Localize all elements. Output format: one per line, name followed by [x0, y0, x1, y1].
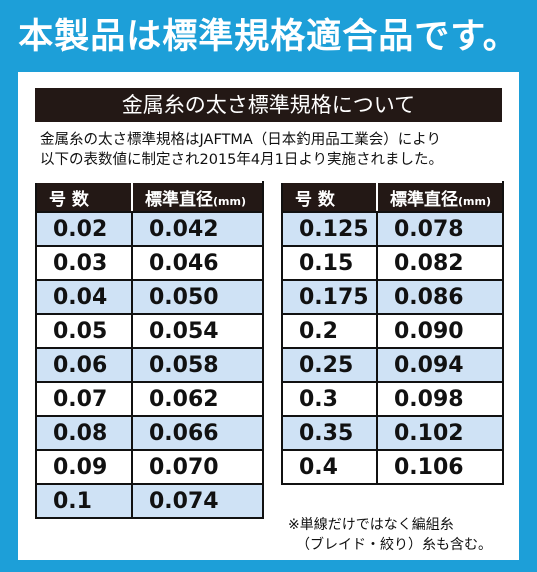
table-row: 0.09 0.070 [35, 449, 264, 485]
description: 以下の表数値に制定され2015年4月1日より実施されました。 [40, 152, 444, 168]
table-cell: 0.09 [35, 449, 133, 485]
table-row: 0.1 0.074 [35, 483, 264, 519]
table-cell: 0.02 [35, 211, 133, 247]
table-row: 0.175 0.086 [281, 279, 504, 315]
table-cell: 0.086 [376, 279, 504, 315]
table-cell: 0.062 [131, 381, 264, 417]
table-cell: 0.03 [35, 245, 133, 281]
table-cell: 0.175 [281, 279, 378, 315]
table-row: 0.25 0.094 [281, 347, 504, 383]
header-row: 号 数標準直径(mm) [281, 181, 504, 213]
data-table: 号 数標準直径(mm) 0.02 0.042 0.03 0.046 0.04 0.050 0.… [35, 181, 264, 519]
table-cell: 0.15 [281, 245, 378, 281]
table-cell: 0.06 [35, 347, 133, 383]
table-cell: 0.3 [281, 381, 378, 417]
table-cell: 0.07 [35, 381, 133, 417]
header-cell: 標準直径(mm) [131, 181, 264, 213]
table-cell: 0.050 [131, 279, 264, 315]
table-cell: 0.2 [281, 313, 378, 349]
table-cell: 0.058 [131, 347, 264, 383]
header-text: 標準直径 [390, 189, 458, 210]
table-cell: 0.078 [376, 211, 504, 247]
table-row: 0.4 0.106 [281, 449, 504, 485]
table-cell: 0.125 [281, 211, 378, 247]
table-cell: 0.05 [35, 313, 133, 349]
header-unit: (mm) [213, 194, 246, 208]
page-title: 本製品は標準規格適合品です。 [18, 17, 519, 57]
table-cell: 0.4 [281, 449, 378, 485]
header-row: 号 数標準直径(mm) [35, 181, 264, 213]
note: （ブレイド・絞り）糸も含む。 [296, 537, 492, 553]
table-cell: 0.1 [35, 483, 133, 519]
header-cell: 号 数 [281, 181, 378, 213]
table-cell: 0.070 [131, 449, 264, 485]
section-title: 金属糸の太さ標準規格について [35, 88, 502, 122]
table-cell: 0.25 [281, 347, 378, 383]
table-cell: 0.054 [131, 313, 264, 349]
table-cell: 0.106 [376, 449, 504, 485]
table-cell: 0.046 [131, 245, 264, 281]
table-cell: 0.042 [131, 211, 264, 247]
table-cell: 0.08 [35, 415, 133, 451]
table-cell: 0.098 [376, 381, 504, 417]
table-row: 0.03 0.046 [35, 245, 264, 281]
header-text: 標準直径 [145, 189, 213, 210]
table-cell: 0.074 [131, 483, 264, 519]
table-row: 0.125 0.078 [281, 211, 504, 247]
description: 金属糸の太さ標準規格はJAFTMA（日本釣用品工業会）により [40, 132, 442, 148]
table-cell: 0.04 [35, 279, 133, 315]
table-row: 0.06 0.058 [35, 347, 264, 383]
data-table: 号 数標準直径(mm) 0.125 0.078 0.15 0.082 0.175 0.086… [281, 181, 504, 485]
table-row: 0.04 0.050 [35, 279, 264, 315]
table-cell: 0.082 [376, 245, 504, 281]
table-row: 0.2 0.090 [281, 313, 504, 349]
header-cell: 号 数 [35, 181, 133, 213]
table-cell: 0.35 [281, 415, 378, 451]
table-row: 0.05 0.054 [35, 313, 264, 349]
table-row: 0.07 0.062 [35, 381, 264, 417]
table-row: 0.3 0.098 [281, 381, 504, 417]
table-row: 0.15 0.082 [281, 245, 504, 281]
header-unit: (mm) [458, 194, 491, 208]
header-cell: 標準直径(mm) [376, 181, 504, 213]
table-cell: 0.090 [376, 313, 504, 349]
table-cell: 0.102 [376, 415, 504, 451]
table-row: 0.08 0.066 [35, 415, 264, 451]
table-row: 0.35 0.102 [281, 415, 504, 451]
table-cell: 0.094 [376, 347, 504, 383]
note: ※単線だけではなく編組糸 [288, 517, 454, 533]
table-cell: 0.066 [131, 415, 264, 451]
table-row: 0.02 0.042 [35, 211, 264, 247]
